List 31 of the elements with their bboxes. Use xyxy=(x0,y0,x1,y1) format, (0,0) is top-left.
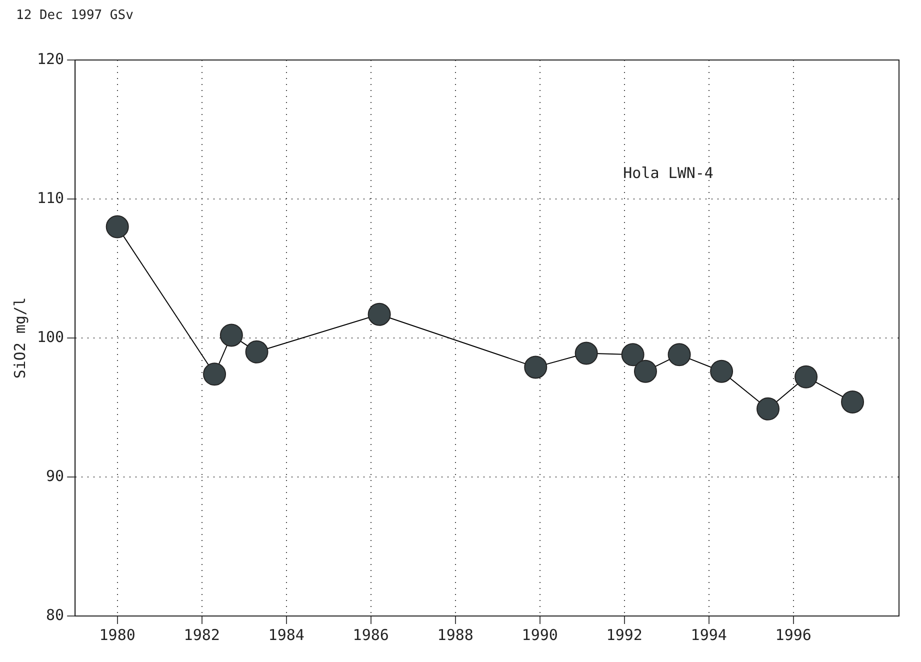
x-tick-label: 1984 xyxy=(268,626,304,644)
point xyxy=(203,362,226,386)
x-tick-label: 1996 xyxy=(775,626,812,644)
point xyxy=(756,397,780,420)
point xyxy=(106,215,129,238)
text: 12 Dec 1997 GSv xyxy=(15,8,134,25)
point xyxy=(368,302,391,326)
y-tick-label: 110 xyxy=(37,188,64,207)
annotation: Hola LWN-4 xyxy=(623,164,714,182)
point xyxy=(668,343,691,366)
x-tick-label: 1994 xyxy=(690,626,727,644)
x-tick-label: 1980 xyxy=(99,626,136,644)
point xyxy=(245,340,268,364)
x-tick-label: 1986 xyxy=(352,626,389,644)
point xyxy=(794,365,818,388)
point xyxy=(841,390,864,414)
y-tick-label: 100 xyxy=(37,328,64,346)
y-tick-label: 90 xyxy=(46,466,64,485)
y-tick-label: 80 xyxy=(46,606,64,624)
x-tick-label: 1988 xyxy=(437,626,474,644)
y-axis-title: SiO2 mg/l xyxy=(10,297,29,379)
point xyxy=(524,356,548,379)
point xyxy=(634,360,657,383)
point xyxy=(220,324,243,347)
x-tick-label: 1992 xyxy=(606,626,642,644)
y-tick-label: 120 xyxy=(37,50,64,68)
point xyxy=(710,360,734,383)
point xyxy=(574,342,598,365)
point xyxy=(621,343,644,366)
x-tick-label: 1982 xyxy=(184,626,220,644)
x-tick-label: 1990 xyxy=(522,626,558,644)
